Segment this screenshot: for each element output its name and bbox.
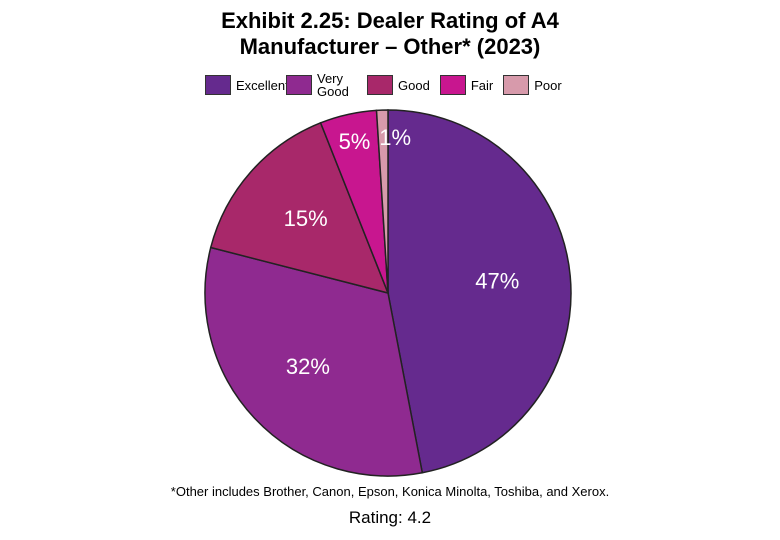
pie-slice: [209, 121, 390, 295]
data-label: 47%: [475, 268, 519, 293]
legend-item: Poor: [503, 75, 562, 95]
pie-slice: [375, 109, 389, 294]
pie-slice: [387, 109, 572, 474]
chart-title: Exhibit 2.25: Dealer Rating of A4 Manufa…: [221, 8, 559, 59]
legend-item: Good: [367, 75, 430, 95]
data-label: 32%: [286, 354, 330, 379]
legend-label: Very Good: [317, 71, 349, 99]
pie-slice: [204, 246, 424, 477]
legend: Excellent Very Good Good Fair Poor: [205, 72, 562, 98]
legend-swatch: [286, 75, 312, 95]
rating: Rating: 4.2: [348, 508, 432, 527]
legend-swatch: [503, 75, 530, 95]
data-label: 5%: [339, 129, 371, 154]
legend-swatch: [367, 75, 393, 95]
data-label: 1%: [379, 125, 411, 150]
legend-item: Fair: [439, 75, 494, 95]
footnote: *Other includes Brother, Canon, Epson, K…: [170, 484, 610, 499]
legend-label: Poor: [534, 77, 562, 93]
legend-label: Excellent: [236, 77, 289, 93]
data-label: 15%: [284, 206, 328, 231]
legend-label: Fair: [470, 77, 494, 93]
legend-label: Good: [398, 77, 430, 93]
legend-swatch: [205, 75, 231, 95]
legend-swatch: [439, 75, 466, 95]
legend-item: Very Good: [286, 72, 357, 98]
legend-item: Excellent: [205, 75, 289, 95]
